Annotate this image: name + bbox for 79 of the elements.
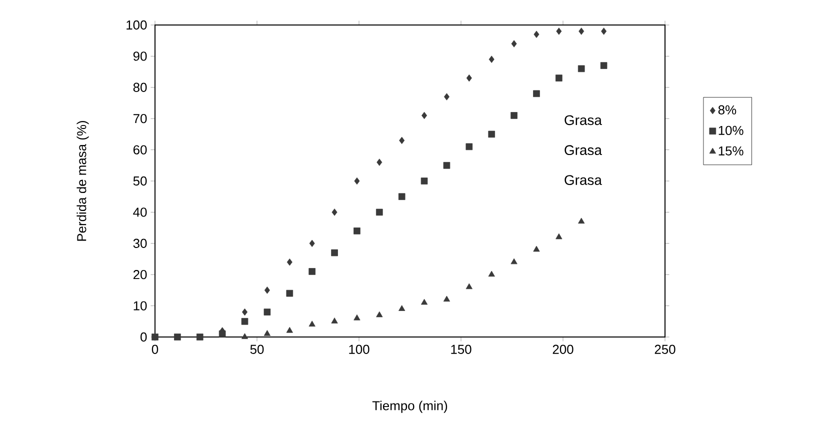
point bbox=[354, 228, 360, 234]
point bbox=[420, 298, 428, 305]
x-tick-label: 100 bbox=[349, 344, 370, 354]
point bbox=[331, 249, 338, 256]
y-tick-label: 10 bbox=[134, 301, 147, 310]
point bbox=[556, 233, 562, 240]
legend-label: 8% bbox=[718, 105, 736, 114]
point bbox=[376, 311, 383, 318]
point bbox=[511, 40, 517, 48]
point bbox=[556, 74, 562, 82]
point bbox=[196, 334, 204, 340]
point bbox=[218, 330, 226, 338]
point bbox=[242, 308, 248, 316]
x-axis-title: Tiempo (min) bbox=[372, 400, 448, 413]
point bbox=[488, 56, 494, 63]
point bbox=[399, 136, 405, 144]
point bbox=[309, 240, 315, 247]
point bbox=[556, 28, 562, 35]
point bbox=[241, 333, 248, 339]
y-tick-label: 80 bbox=[133, 82, 147, 92]
point bbox=[578, 28, 584, 35]
point bbox=[308, 268, 316, 275]
point bbox=[331, 318, 338, 324]
point bbox=[286, 290, 294, 297]
point bbox=[152, 334, 158, 340]
legend-label: 15% bbox=[718, 146, 744, 156]
point bbox=[174, 334, 181, 340]
x-tick-label: 50 bbox=[250, 344, 264, 354]
y-tick-label: 90 bbox=[133, 52, 147, 61]
point bbox=[443, 296, 450, 302]
point bbox=[241, 318, 248, 325]
x-tick-label: 0 bbox=[152, 344, 158, 354]
y-tick-label: 40 bbox=[133, 208, 147, 217]
point bbox=[354, 314, 360, 320]
point bbox=[533, 90, 540, 98]
point bbox=[578, 65, 585, 72]
y-tick-label: 50 bbox=[133, 176, 147, 186]
point bbox=[533, 246, 540, 252]
annotation: Grasa bbox=[564, 115, 602, 126]
y-tick-label: 70 bbox=[133, 114, 147, 124]
point bbox=[466, 143, 473, 150]
legend-label: 10% bbox=[718, 126, 744, 136]
annotation: Grasa bbox=[564, 175, 602, 186]
point bbox=[398, 193, 406, 200]
point bbox=[422, 112, 428, 120]
x-tick-label: 250 bbox=[654, 344, 676, 354]
point bbox=[264, 330, 271, 336]
point bbox=[488, 130, 495, 138]
y-tick-label: 0 bbox=[140, 332, 147, 342]
point bbox=[286, 258, 292, 266]
point bbox=[601, 28, 607, 35]
point bbox=[308, 320, 316, 327]
point bbox=[534, 30, 540, 38]
point bbox=[376, 208, 383, 216]
y-tick-label: 100 bbox=[126, 20, 147, 30]
y-tick-label: 20 bbox=[133, 270, 147, 280]
point bbox=[264, 308, 271, 316]
point bbox=[398, 305, 406, 311]
point bbox=[510, 112, 518, 119]
x-tick-label: 150 bbox=[451, 344, 472, 354]
annotation: Grasa bbox=[564, 145, 602, 156]
y-tick-label: 60 bbox=[133, 145, 147, 154]
point bbox=[443, 162, 450, 169]
point bbox=[420, 178, 428, 184]
y-axis-title: Perdida de masa (%) bbox=[76, 121, 89, 241]
point bbox=[466, 283, 472, 290]
point bbox=[600, 62, 608, 69]
point bbox=[488, 270, 495, 277]
point bbox=[510, 258, 518, 264]
point bbox=[354, 177, 360, 185]
point bbox=[578, 218, 585, 224]
x-tick-label: 200 bbox=[552, 344, 574, 354]
point bbox=[466, 74, 472, 82]
point bbox=[286, 326, 293, 333]
point bbox=[376, 158, 382, 166]
point bbox=[264, 286, 270, 294]
y-tick-label: 30 bbox=[133, 238, 147, 248]
point bbox=[444, 93, 450, 100]
point bbox=[332, 208, 338, 216]
